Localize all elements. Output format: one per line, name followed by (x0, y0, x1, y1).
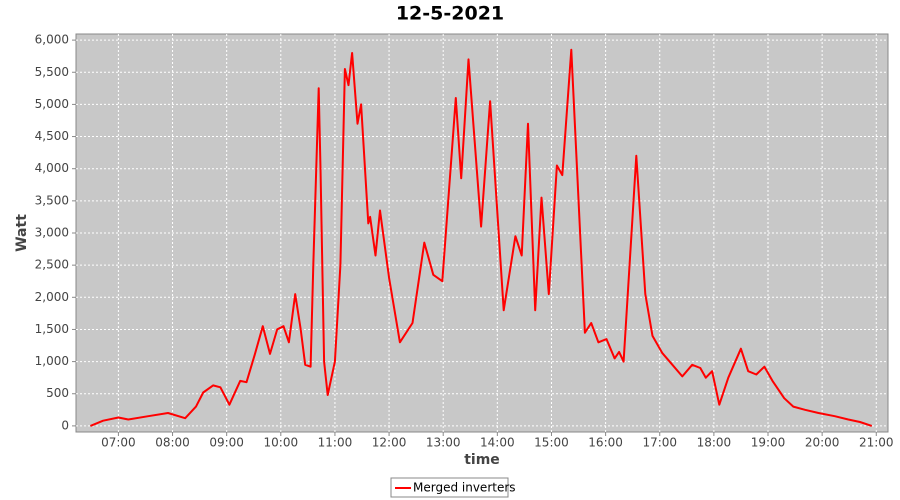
y-tick-label: 2,500 (35, 258, 69, 272)
y-tick-label: 5,500 (35, 65, 69, 79)
y-tick-label: 0 (61, 418, 69, 432)
x-tick-label: 21:00 (859, 436, 894, 450)
y-tick-label: 1,500 (35, 322, 69, 336)
x-tick-label: 16:00 (588, 436, 623, 450)
x-tick-label: 09:00 (209, 436, 244, 450)
x-tick-label: 08:00 (155, 436, 190, 450)
y-tick-label: 500 (46, 386, 69, 400)
legend-label: Merged inverters (413, 481, 516, 495)
x-axis-label: time (464, 452, 500, 468)
x-tick-label: 20:00 (805, 436, 840, 450)
x-tick-label: 11:00 (318, 436, 353, 450)
chart-title: 12-5-2021 (396, 3, 504, 25)
y-tick-label: 4,000 (35, 161, 69, 175)
y-tick-label: 2,000 (35, 290, 69, 304)
y-tick-label: 6,000 (35, 33, 69, 47)
x-tick-label: 07:00 (101, 436, 136, 450)
y-tick-label: 3,000 (35, 226, 69, 240)
x-tick-label: 18:00 (697, 436, 732, 450)
y-tick-label: 4,500 (35, 129, 69, 143)
x-tick-label: 12:00 (372, 436, 407, 450)
y-axis-label: Watt (14, 214, 30, 252)
y-tick-label: 5,000 (35, 97, 69, 111)
x-tick-label: 14:00 (480, 436, 515, 450)
y-tick-label: 1,000 (35, 354, 69, 368)
x-tick-label: 19:00 (751, 436, 786, 450)
x-tick-label: 13:00 (426, 436, 461, 450)
series-line (90, 48, 873, 427)
y-tick-label: 3,500 (35, 193, 69, 207)
legend (390, 477, 509, 498)
x-tick-label: 17:00 (642, 436, 677, 450)
x-tick-label: 10:00 (264, 436, 299, 450)
x-tick-label: 15:00 (534, 436, 569, 450)
